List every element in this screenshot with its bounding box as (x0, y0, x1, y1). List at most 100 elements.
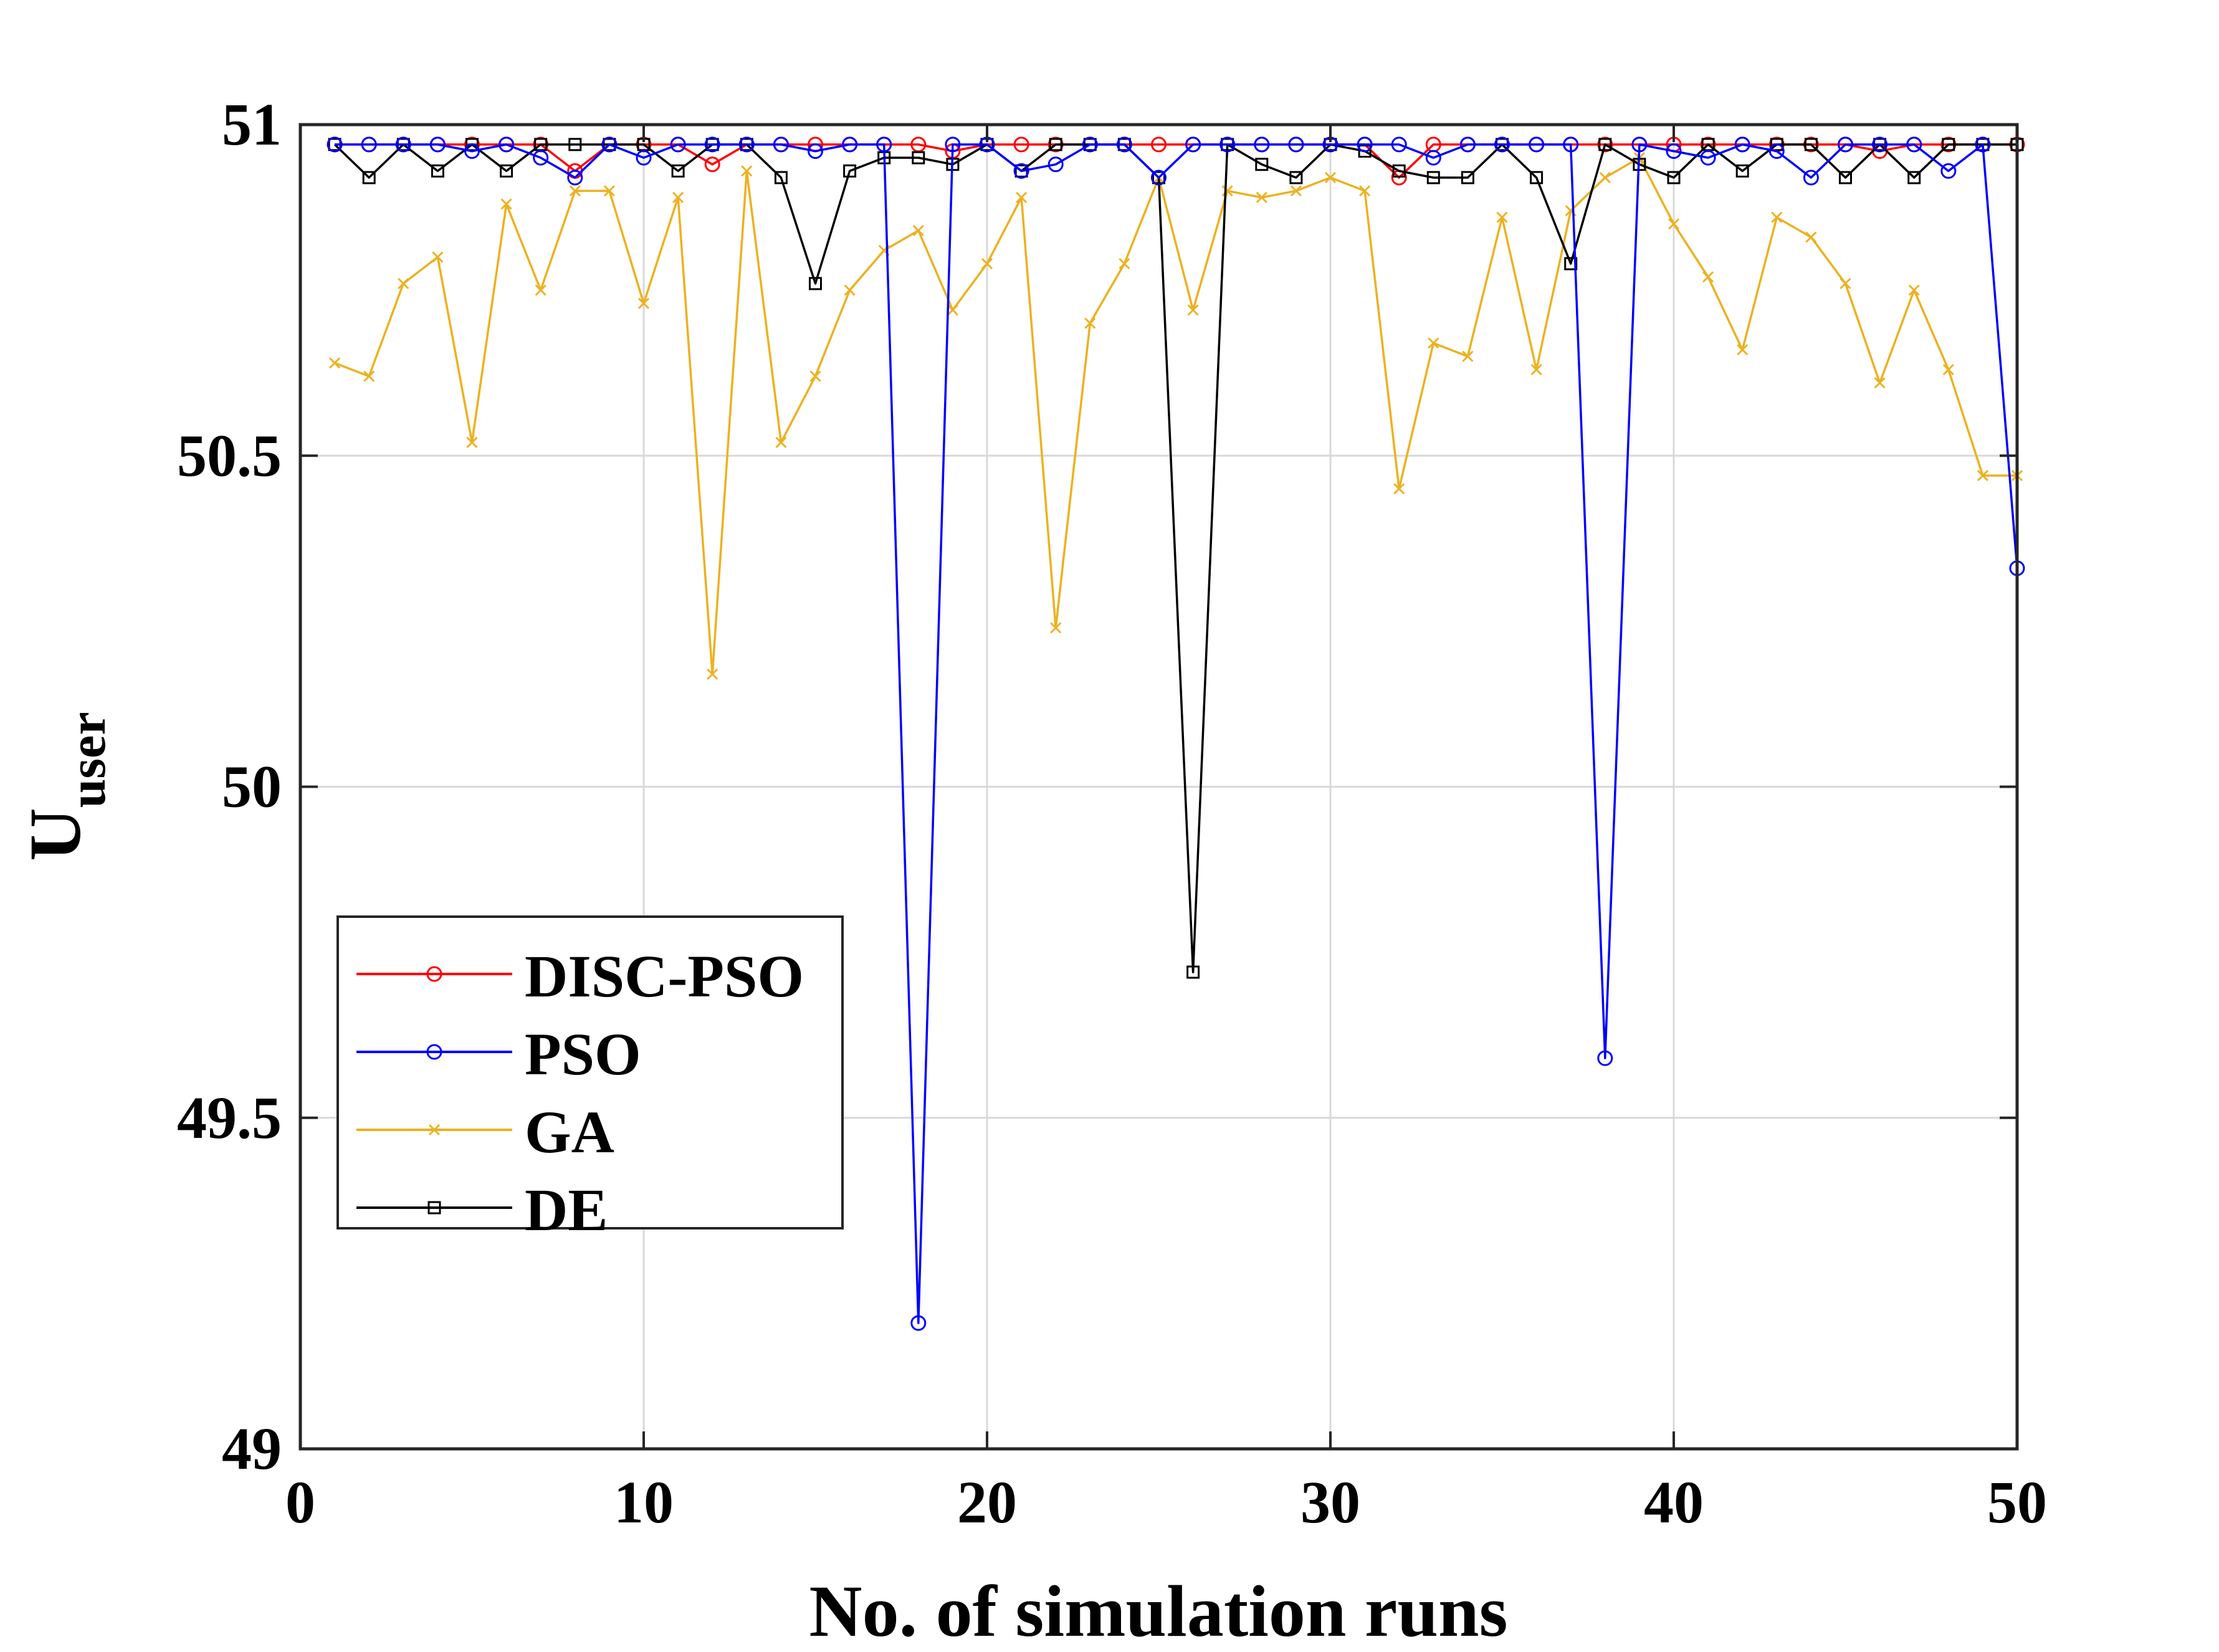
data-point-de (912, 151, 925, 165)
data-point-pso (1047, 156, 1064, 173)
x-axis-label: No. of simulation runs (809, 1570, 1507, 1649)
data-point-ga (1324, 171, 1337, 184)
legend-box (336, 915, 844, 1229)
data-point-de (568, 138, 582, 151)
data-point-de (774, 171, 788, 184)
data-point-de (1839, 171, 1852, 184)
data-point-pso (1597, 1050, 1613, 1066)
data-point-de (843, 164, 857, 178)
data-point-pso (1563, 136, 1579, 153)
data-point-pso (1357, 136, 1373, 153)
data-point-disc-pso (1597, 136, 1613, 153)
y-axis-label-subscript: user (59, 712, 117, 808)
data-point-de (1735, 164, 1749, 178)
legend-label: DE (525, 1177, 608, 1243)
data-point-ga (569, 185, 581, 197)
data-point-pso (1768, 143, 1785, 159)
data-point-pso (1185, 136, 1201, 153)
data-point-pso (1734, 136, 1750, 153)
data-point-ga (1805, 231, 1817, 243)
x-tick-label: 0 (285, 1469, 315, 1535)
data-point-ga (1737, 344, 1749, 356)
data-point-ga (1084, 317, 1096, 329)
legend-swatch-marker (426, 966, 442, 982)
data-point-de (362, 171, 376, 184)
data-point-pso (1013, 163, 1029, 179)
data-point-pso (601, 136, 618, 153)
data-point-pso (808, 143, 823, 159)
y-tick-label: 49.5 (177, 1084, 282, 1151)
legend-entries: DISC-PSO PSO GA DE (356, 943, 804, 1243)
data-point-ga (981, 258, 993, 270)
legend-label: GA (525, 1099, 614, 1165)
series-ga (329, 152, 2023, 680)
data-point-ga (1771, 211, 1783, 223)
data-point-pso (1459, 136, 1476, 153)
data-point-pso (738, 136, 755, 153)
data-point-pso (1666, 143, 1682, 159)
data-point-de (431, 164, 444, 178)
data-point-ga (398, 277, 409, 290)
data-point-ga (775, 436, 787, 449)
data-point-pso (1906, 136, 1922, 153)
x-tick-label: 30 (1300, 1469, 1360, 1535)
data-point-ga (1119, 258, 1130, 270)
legend: DISC-PSO PSO GA DE (336, 915, 844, 1243)
data-point-pso (1803, 169, 1819, 186)
data-point-ga (672, 191, 684, 203)
data-point-ga (603, 185, 615, 197)
data-point-de (809, 277, 822, 290)
data-point-de (500, 164, 513, 178)
data-point-ga (1599, 171, 1611, 184)
data-point-pso (1872, 136, 1888, 153)
data-point-ga (432, 251, 444, 263)
data-point-pso (670, 136, 686, 153)
data-point-de (1392, 164, 1406, 178)
legend-entry-pso: PSO (356, 1021, 641, 1087)
legend-entry-de: DE (356, 1177, 608, 1243)
data-point-pso (945, 136, 961, 153)
data-point-ga (947, 304, 958, 316)
data-point-de (1804, 138, 1818, 151)
series-group (327, 136, 2025, 1331)
data-point-pso (1940, 163, 1957, 179)
data-point-pso (567, 169, 583, 186)
data-point-ga (741, 165, 753, 177)
data-point-de (1255, 158, 1269, 171)
data-point-pso (1700, 150, 1716, 166)
data-point-de (1667, 171, 1681, 184)
data-point-de (671, 164, 685, 178)
data-point-de (1426, 171, 1440, 184)
data-point-pso (704, 136, 720, 153)
data-point-ga (1050, 622, 1062, 634)
data-point-disc-pso (1151, 136, 1167, 153)
data-point-ga (1187, 304, 1199, 316)
data-point-de (1049, 138, 1062, 151)
data-point-ga (466, 436, 478, 449)
data-point-pso (1391, 136, 1407, 153)
data-point-pso (327, 136, 343, 153)
data-point-ga (1908, 284, 1920, 296)
y-tick-label: 50 (222, 753, 282, 820)
data-point-ga (1874, 377, 1886, 389)
data-point-de (1907, 171, 1921, 184)
data-point-ga (912, 224, 924, 237)
data-point-pso (1975, 136, 1991, 153)
y-tick-label: 51 (222, 91, 282, 158)
data-point-pso (499, 136, 515, 153)
data-point-ga (1668, 218, 1680, 230)
legend-swatch-marker (427, 1201, 441, 1215)
data-point-ga (1428, 337, 1439, 349)
x-tick-label: 40 (1644, 1469, 1704, 1535)
data-point-de (1289, 171, 1303, 184)
data-point-de (1186, 965, 1200, 979)
data-point-ga (1359, 185, 1371, 197)
y-axis-label: Uuser (14, 712, 117, 861)
data-point-ga (1290, 185, 1302, 197)
data-point-pso (1082, 136, 1098, 153)
data-point-pso (1494, 136, 1510, 153)
data-point-ga (1840, 277, 1851, 290)
